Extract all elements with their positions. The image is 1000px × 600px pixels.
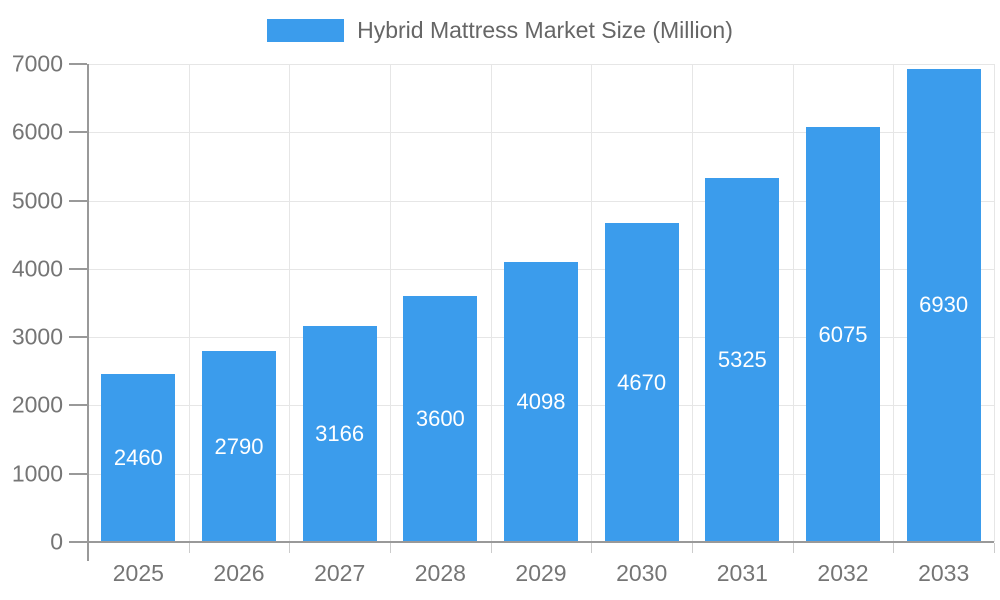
y-tick-mark	[69, 267, 87, 270]
plot-area: 2460 2790 3166 3600 4098 4670 5325 6075 6930	[88, 64, 995, 542]
y-axis-line	[87, 64, 89, 561]
y-tick-label: 6000	[11, 118, 63, 145]
x-tick-label: 2032	[817, 560, 869, 586]
y-tick-label: 0	[50, 528, 63, 555]
x-tick-label: 2030	[616, 560, 668, 586]
y-tick-mark	[69, 472, 87, 475]
bar: 3600	[403, 296, 478, 542]
x-tick-mark	[591, 543, 593, 553]
x-tick-mark	[289, 543, 291, 553]
x-tick-mark	[490, 543, 492, 553]
x-tick-label: 2033	[918, 560, 970, 586]
bar: 3166	[302, 325, 377, 542]
x-tick-mark	[691, 543, 693, 553]
y-tick-label: 2000	[11, 391, 63, 418]
y-tick-label: 7000	[11, 50, 63, 77]
x-axis-labels: 2025 2026 2027 2028 2029 2030 2031 2032 2033	[88, 560, 994, 592]
bar-value-label: 2460	[113, 445, 163, 471]
x-tick-mark	[994, 543, 995, 553]
bar: 4670	[604, 223, 679, 542]
gridline-v	[792, 64, 794, 542]
y-tick-mark	[69, 63, 87, 65]
bar: 6075	[806, 127, 880, 542]
y-tick-mark	[69, 541, 87, 543]
bar-value-label: 4098	[516, 389, 566, 415]
bar: 6930	[906, 68, 981, 542]
x-tick-mark	[389, 543, 391, 553]
x-tick-label: 2029	[515, 560, 567, 586]
x-axis-line	[69, 541, 994, 543]
x-tick-mark	[792, 543, 794, 553]
gridline-v	[691, 64, 693, 542]
bar-value-label: 4670	[617, 369, 667, 395]
gridline-v	[289, 64, 291, 542]
gridline-v	[490, 64, 492, 542]
gridline-v	[389, 64, 391, 542]
gridline-v	[893, 64, 895, 542]
legend-swatch	[267, 19, 345, 42]
x-tick-label: 2031	[716, 560, 768, 586]
y-axis-tick-marks	[69, 63, 87, 543]
gridline-h	[88, 132, 994, 134]
bar-value-label: 3600	[415, 406, 465, 432]
x-tick-label: 2026	[213, 560, 265, 586]
y-tick-mark	[69, 131, 87, 134]
y-axis-labels: 0 1000 2000 3000 4000 5000 6000 7000	[0, 51, 63, 555]
x-tick-label: 2025	[112, 560, 164, 586]
x-axis-tick-marks	[88, 543, 995, 553]
bar-value-label: 6930	[919, 292, 969, 318]
y-tick-mark	[69, 199, 87, 202]
bar-value-label: 3166	[315, 420, 365, 446]
legend-label: Hybrid Mattress Market Size (Million)	[357, 17, 733, 43]
y-tick-mark	[69, 404, 87, 407]
bar: 2460	[101, 374, 176, 542]
gridline-v	[994, 64, 995, 542]
bar-value-label: 6075	[818, 321, 868, 347]
gridline-v	[591, 64, 593, 542]
bar-value-label: 5325	[717, 347, 767, 373]
chart-legend[interactable]: Hybrid Mattress Market Size (Million)	[0, 17, 1000, 44]
bar-value-label: 2790	[214, 433, 264, 459]
gridline-v	[188, 64, 190, 542]
gridline-h	[88, 64, 994, 65]
gridline-h	[88, 200, 994, 202]
x-tick-mark	[188, 543, 190, 553]
bar: 5325	[705, 178, 780, 542]
y-tick-label: 1000	[11, 460, 63, 487]
y-tick-mark	[69, 336, 87, 339]
bar: 4098	[504, 262, 578, 542]
bar: 2790	[201, 351, 276, 542]
y-tick-label: 5000	[11, 187, 63, 214]
x-tick-label: 2027	[314, 560, 366, 586]
y-tick-label: 4000	[11, 255, 63, 282]
x-tick-mark	[893, 543, 895, 553]
y-tick-label: 3000	[11, 323, 63, 350]
x-tick-label: 2028	[414, 560, 466, 586]
